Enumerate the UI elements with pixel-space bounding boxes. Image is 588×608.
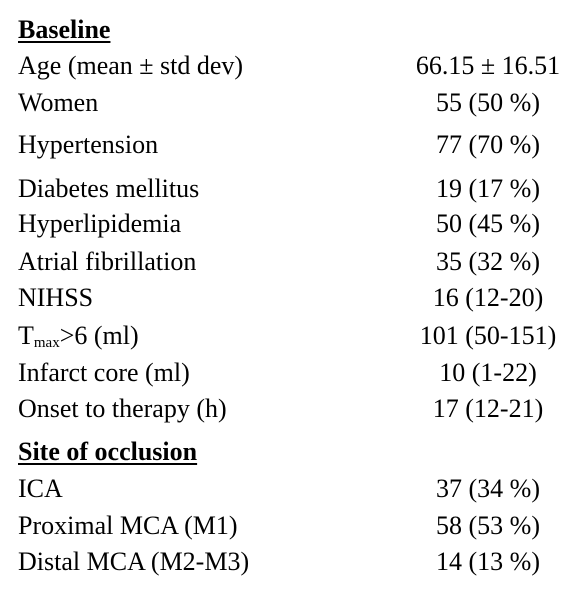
row-value: 66.15 ± 16.51 xyxy=(415,51,561,80)
row-label: Hyperlipidemia xyxy=(18,209,182,238)
row-value: 10 (1-22) xyxy=(439,358,537,387)
row-value: 19 (17 %) xyxy=(436,174,540,203)
table-row-nihss: NIHSS 16 (12-20) xyxy=(18,282,578,314)
table-row-age: Age (mean ± std dev) 66.15 ± 16.51 xyxy=(18,50,578,82)
row-label: Proximal MCA (M1) xyxy=(18,511,238,540)
row-value: 50 (45 %) xyxy=(436,209,540,238)
section-heading-site-of-occlusion: Site of occlusion xyxy=(18,437,198,466)
row-value: 14 (13 %) xyxy=(436,547,540,576)
row-value: 77 (70 %) xyxy=(436,130,540,159)
row-label: Distal MCA (M2-M3) xyxy=(18,547,250,576)
table-row-hyperlipidemia: Hyperlipidemia 50 (45 %) xyxy=(18,208,578,240)
row-label: Diabetes mellitus xyxy=(18,174,200,203)
row-label: Onset to therapy (h) xyxy=(18,394,227,423)
table-row-diabetes: Diabetes mellitus 19 (17 %) xyxy=(18,173,578,205)
row-label: Women xyxy=(18,88,99,117)
row-label: Infarct core (ml) xyxy=(18,358,190,387)
table-row-hypertension: Hypertension 77 (70 %) xyxy=(18,129,578,161)
row-value: 55 (50 %) xyxy=(436,88,540,117)
table-row-women: Women 55 (50 %) xyxy=(18,87,578,119)
row-label: Age (mean ± std dev) xyxy=(18,51,244,80)
table-row-distal-mca: Distal MCA (M2-M3) 14 (13 %) xyxy=(18,546,578,578)
row-value: 17 (12-21) xyxy=(432,394,544,423)
table-row-proximal-mca: Proximal MCA (M1) 58 (53 %) xyxy=(18,510,578,542)
row-value: 58 (53 %) xyxy=(436,511,540,540)
tmax-main: T xyxy=(18,321,34,350)
row-value: 35 (32 %) xyxy=(436,247,540,276)
table-row-atrial-fibrillation: Atrial fibrillation 35 (32 %) xyxy=(18,246,578,278)
row-label: Atrial fibrillation xyxy=(18,247,197,276)
tmax-rest: >6 (ml) xyxy=(59,321,139,350)
row-value: 101 (50-151) xyxy=(419,321,557,350)
row-label-tmax: Tmax>6 (ml) xyxy=(18,320,139,352)
row-label: Hypertension xyxy=(18,130,159,159)
row-label: ICA xyxy=(18,474,63,503)
table-row-infarct-core: Infarct core (ml) 10 (1-22) xyxy=(18,357,578,389)
row-value: 16 (12-20) xyxy=(432,283,544,312)
row-value: 37 (34 %) xyxy=(436,474,540,503)
table-row-onset-to-therapy: Onset to therapy (h) 17 (12-21) xyxy=(18,393,578,425)
row-label: NIHSS xyxy=(18,283,94,312)
table-row-tmax: Tmax>6 (ml) 101 (50-151) xyxy=(18,320,578,352)
table-row-ica: ICA 37 (34 %) xyxy=(18,473,578,505)
tmax-subscript: max xyxy=(33,335,60,351)
section-heading-baseline: Baseline xyxy=(18,15,111,44)
